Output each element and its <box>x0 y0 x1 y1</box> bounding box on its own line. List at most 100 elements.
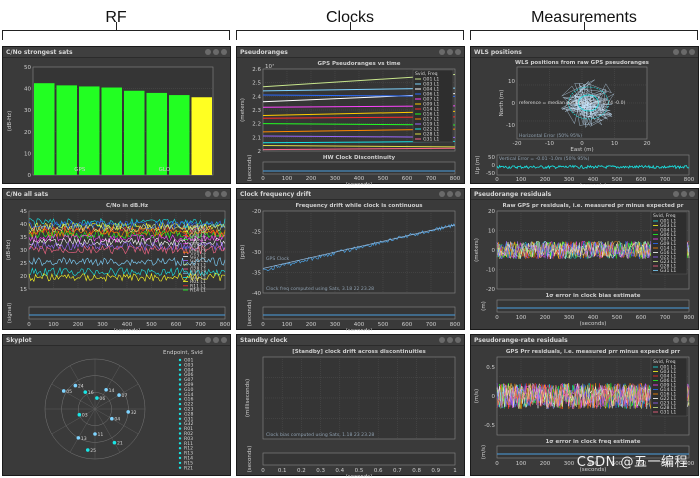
close-icon[interactable] <box>221 49 227 55</box>
maximize-icon[interactable] <box>213 49 219 55</box>
legend-item: R14 <box>184 456 193 462</box>
panel-titlebar[interactable]: Pseudorange residuals <box>471 189 698 200</box>
maximize-icon[interactable] <box>447 337 453 343</box>
x-axis-label: (seconds) <box>580 321 607 327</box>
x-tick-label: 600 <box>636 461 647 467</box>
close-icon[interactable] <box>221 191 227 197</box>
azimuth-spoke <box>94 408 139 435</box>
satellite-point <box>61 389 66 393</box>
minimize-icon[interactable] <box>673 191 679 197</box>
y-tick-label: 30 <box>24 108 31 114</box>
minimize-icon[interactable] <box>205 191 211 197</box>
x-tick-label: 200 <box>540 315 551 321</box>
legend-marker <box>178 442 182 445</box>
x-tick-label: 700 <box>426 322 437 328</box>
close-icon[interactable] <box>455 337 461 343</box>
x-tick-label: 700 <box>660 461 671 467</box>
x-tick-label: 0.8 <box>412 468 421 474</box>
legend-item: G06 L1 <box>190 237 206 243</box>
satellite-label: 16 <box>88 390 94 396</box>
x-tick-label: 20 <box>644 141 651 147</box>
minimize-icon[interactable] <box>205 49 211 55</box>
x-tick-label: 0.1 <box>278 468 287 474</box>
panel-titlebar[interactable]: C/No all sats <box>3 189 230 200</box>
y-tick-label: 30 <box>20 248 27 254</box>
satellite-point <box>126 410 131 414</box>
legend-item: G17 L1 <box>423 117 439 123</box>
x-tick-label: 400 <box>354 176 365 182</box>
maximize-icon[interactable] <box>213 191 219 197</box>
legend-item: G09 L1 <box>660 383 676 389</box>
panel-titlebar[interactable]: Skyplot <box>3 335 230 346</box>
bar <box>79 86 100 175</box>
minimize-icon[interactable] <box>673 337 679 343</box>
legend-marker <box>178 456 182 460</box>
panel-titlebar[interactable]: Standby clock <box>237 335 464 346</box>
maximize-icon[interactable] <box>213 337 219 343</box>
maximize-icon[interactable] <box>447 49 453 55</box>
y-tick-label: 2.4 <box>252 94 261 100</box>
panel-titlebar[interactable]: Clock frequency drift <box>237 189 464 200</box>
panel-title: Standby clock <box>240 337 288 344</box>
legend-item: G32 L1 <box>190 275 206 281</box>
satellite-point <box>83 390 88 394</box>
close-icon[interactable] <box>455 191 461 197</box>
minimize-icon[interactable] <box>439 49 445 55</box>
rf-header-title: RF <box>105 9 127 26</box>
maximize-icon[interactable] <box>681 49 687 55</box>
x-tick-label: 100 <box>282 176 293 182</box>
legend-item: G06 L1 <box>660 232 676 238</box>
legend-item: G03 L1 <box>660 223 676 229</box>
minimize-icon[interactable] <box>205 337 211 343</box>
panel-clock-drift: Clock frequency drift Frequency drift wh… <box>236 188 465 331</box>
x-axis-label: (seconds) <box>114 328 141 331</box>
error-circle-95 <box>568 86 609 120</box>
minimize-icon[interactable] <box>439 337 445 343</box>
azimuth-spoke <box>94 383 139 410</box>
maximize-icon[interactable] <box>681 191 687 197</box>
x-tick-label: 0.7 <box>393 468 402 474</box>
close-icon[interactable] <box>221 337 227 343</box>
clocks-column-header: Clocks <box>236 0 464 40</box>
legend-item: G03 L1 <box>190 229 206 235</box>
y-axis-label: Up (m) <box>475 156 481 175</box>
y-axis-label: (milliseconds) <box>245 379 251 417</box>
maximize-icon[interactable] <box>447 191 453 197</box>
x-tick-label: 300 <box>564 461 575 467</box>
legend-item: G04 L1 <box>660 374 676 380</box>
series-line <box>262 147 456 151</box>
panel-titlebar[interactable]: WLS positions <box>471 47 698 58</box>
x-tick-label: 800 <box>220 322 231 328</box>
legend-item: G23 L1 <box>660 401 676 407</box>
maximize-icon[interactable] <box>681 337 687 343</box>
panel-title: C/No strongest sats <box>6 49 73 56</box>
y-tick-label: 2.6 <box>252 67 261 73</box>
satellite-point <box>110 416 114 421</box>
y-axis-label: (m) <box>481 301 487 311</box>
legend-item: G28 <box>184 411 193 417</box>
series-line <box>262 145 456 148</box>
watermark: CSDN @五一编程 <box>576 455 688 470</box>
close-icon[interactable] <box>689 337 695 343</box>
vertical-error-note: Vertical Error = -0.01 -1.0m (50% 95%) <box>499 156 590 162</box>
panel-titlebar[interactable]: C/No strongest sats <box>3 47 230 58</box>
panel-titlebar[interactable]: Pseudorange-rate residuals <box>471 335 698 346</box>
legend-item: G09 <box>184 382 193 388</box>
panel-wls: WLS positions WLS positions from raw GPS… <box>470 46 699 185</box>
close-icon[interactable] <box>455 49 461 55</box>
y-tick-label: 45 <box>20 209 27 215</box>
legend-item: R01 <box>184 426 193 432</box>
x-tick-label: 700 <box>660 177 671 183</box>
legend-box <box>650 357 688 417</box>
minimize-icon[interactable] <box>439 191 445 197</box>
x-tick-label: 0.4 <box>335 468 344 474</box>
close-icon[interactable] <box>689 49 695 55</box>
legend-item: G16 L1 <box>423 112 439 118</box>
x-tick-label: 500 <box>612 461 623 467</box>
close-icon[interactable] <box>689 191 695 197</box>
y-axis-label: (m/s) <box>474 389 480 403</box>
panel-titlebar[interactable]: Pseudoranges <box>237 47 464 58</box>
minimize-icon[interactable] <box>673 49 679 55</box>
y-axis-label: (m/s) <box>481 445 487 459</box>
legend-item: G01 L1 <box>660 219 676 225</box>
